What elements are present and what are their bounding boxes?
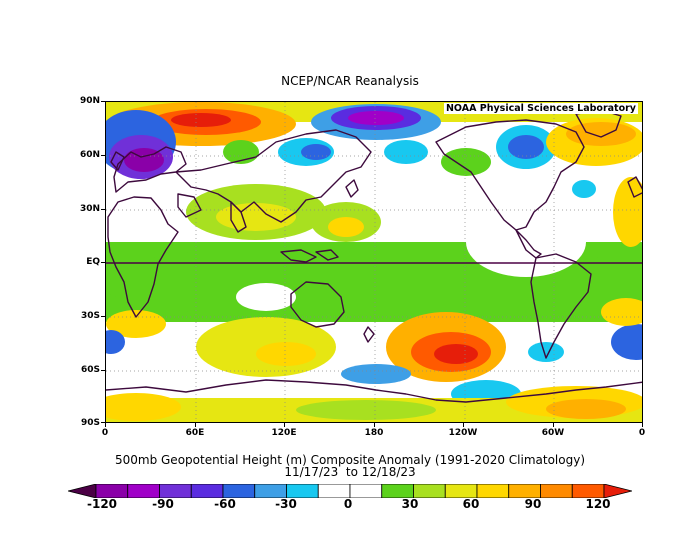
colorbar-swatch [190,483,224,499]
colorbar-swatch [127,483,160,499]
lon-tick [374,423,375,427]
colorbar-label: -60 [214,497,236,511]
caption-line-1: 500mb Geopotential Height (m) Composite … [114,453,585,467]
anomaly-negative [508,135,544,159]
colorbar-swatch [286,483,319,499]
colorbar-arrow-right [603,483,633,499]
lat-tick [101,155,105,156]
colorbar-label: 0 [343,497,353,511]
lon-tick [195,423,196,427]
lat-tick [101,316,105,317]
caption-line-2: 11/17/23 to 12/18/23 [284,465,416,479]
colorbar-label: 60 [462,497,480,511]
lat-label-60n: 60N [79,150,100,160]
coastlines [106,109,642,403]
anomaly-negative [384,140,428,164]
colorbar-arrow-left [67,483,97,499]
lon-label-60e: 60E [185,428,205,438]
colorbar-swatch [159,483,192,499]
colorbar-swatch [317,483,351,499]
anomaly-positive [328,217,364,237]
lon-tick [284,423,285,427]
anomaly-map: NOAA Physical Sciences Laboratory [105,101,643,423]
lon-label-120w: 120W [448,428,478,438]
white-patch [236,283,296,311]
colorbar-swatch [540,483,573,499]
anomaly-positive [106,393,181,421]
lat-tick [101,370,105,371]
anomaly-negative [341,364,411,384]
colorbar-swatch [476,483,510,499]
anomaly-positive [613,177,642,247]
lat-tick [101,262,105,263]
colorbar-swatch [222,483,256,499]
lon-label-60w: 60W [541,428,565,438]
anomaly-positive [546,399,626,419]
anomaly-negative [348,111,404,125]
anomaly-positive [601,298,642,326]
colorbar-label: -30 [275,497,297,511]
colorbar-label: 120 [585,497,611,511]
colorbar-svg [67,483,633,499]
credit-label: NOAA Physical Sciences Laboratory [443,103,638,114]
colorbar-swatch [381,483,414,499]
lat-label-30s: 30S [80,311,100,321]
colorbar-swatch [95,483,129,499]
colorbar-swatch [413,483,446,499]
anomaly-positive [216,203,296,231]
anomaly-negative [528,342,564,362]
anomaly-positive [441,148,491,176]
lat-tick [101,101,105,102]
lon-tick [642,423,643,427]
lon-label-180: 180 [364,428,384,438]
anomaly-positive [171,113,231,127]
lat-label-90s: 90S [80,418,100,428]
map-canvas [106,102,642,422]
lon-tick [553,423,554,427]
anomaly-negative [572,180,596,198]
colorbar [67,483,633,502]
lat-tick [101,209,105,210]
lat-label-90n: 90N [79,96,100,106]
lon-label-120e: 120E [271,428,297,438]
colorbar-swatch [571,483,605,499]
anomaly-negative [106,330,125,354]
lat-label-30n: 30N [79,204,100,214]
colorbar-swatch [508,483,541,499]
lat-label-60s: 60S [80,365,100,375]
anomaly-positive [296,400,436,420]
lat-label-eq: EQ [86,257,100,267]
colorbar-swatch [254,483,287,499]
anomaly-positive [434,344,478,364]
map-title: NCEP/NCAR Reanalysis [281,74,419,88]
colorbar-label: -90 [152,497,174,511]
colorbar-label: 90 [524,497,542,511]
white-patch [466,207,586,277]
lat-tick [101,422,105,423]
lon-label-0-east: 0 [638,428,646,438]
colorbar-swatch [444,483,478,499]
anomaly-negative [611,324,642,360]
colorbar-label: -120 [86,497,118,511]
colorbar-label: 30 [401,497,419,511]
anomaly-negative [301,144,331,160]
lon-label-0: 0 [101,428,109,438]
colorbar-swatch [349,483,383,499]
lon-tick [463,423,464,427]
lon-tick [105,423,106,427]
anomaly-positive [256,342,316,366]
